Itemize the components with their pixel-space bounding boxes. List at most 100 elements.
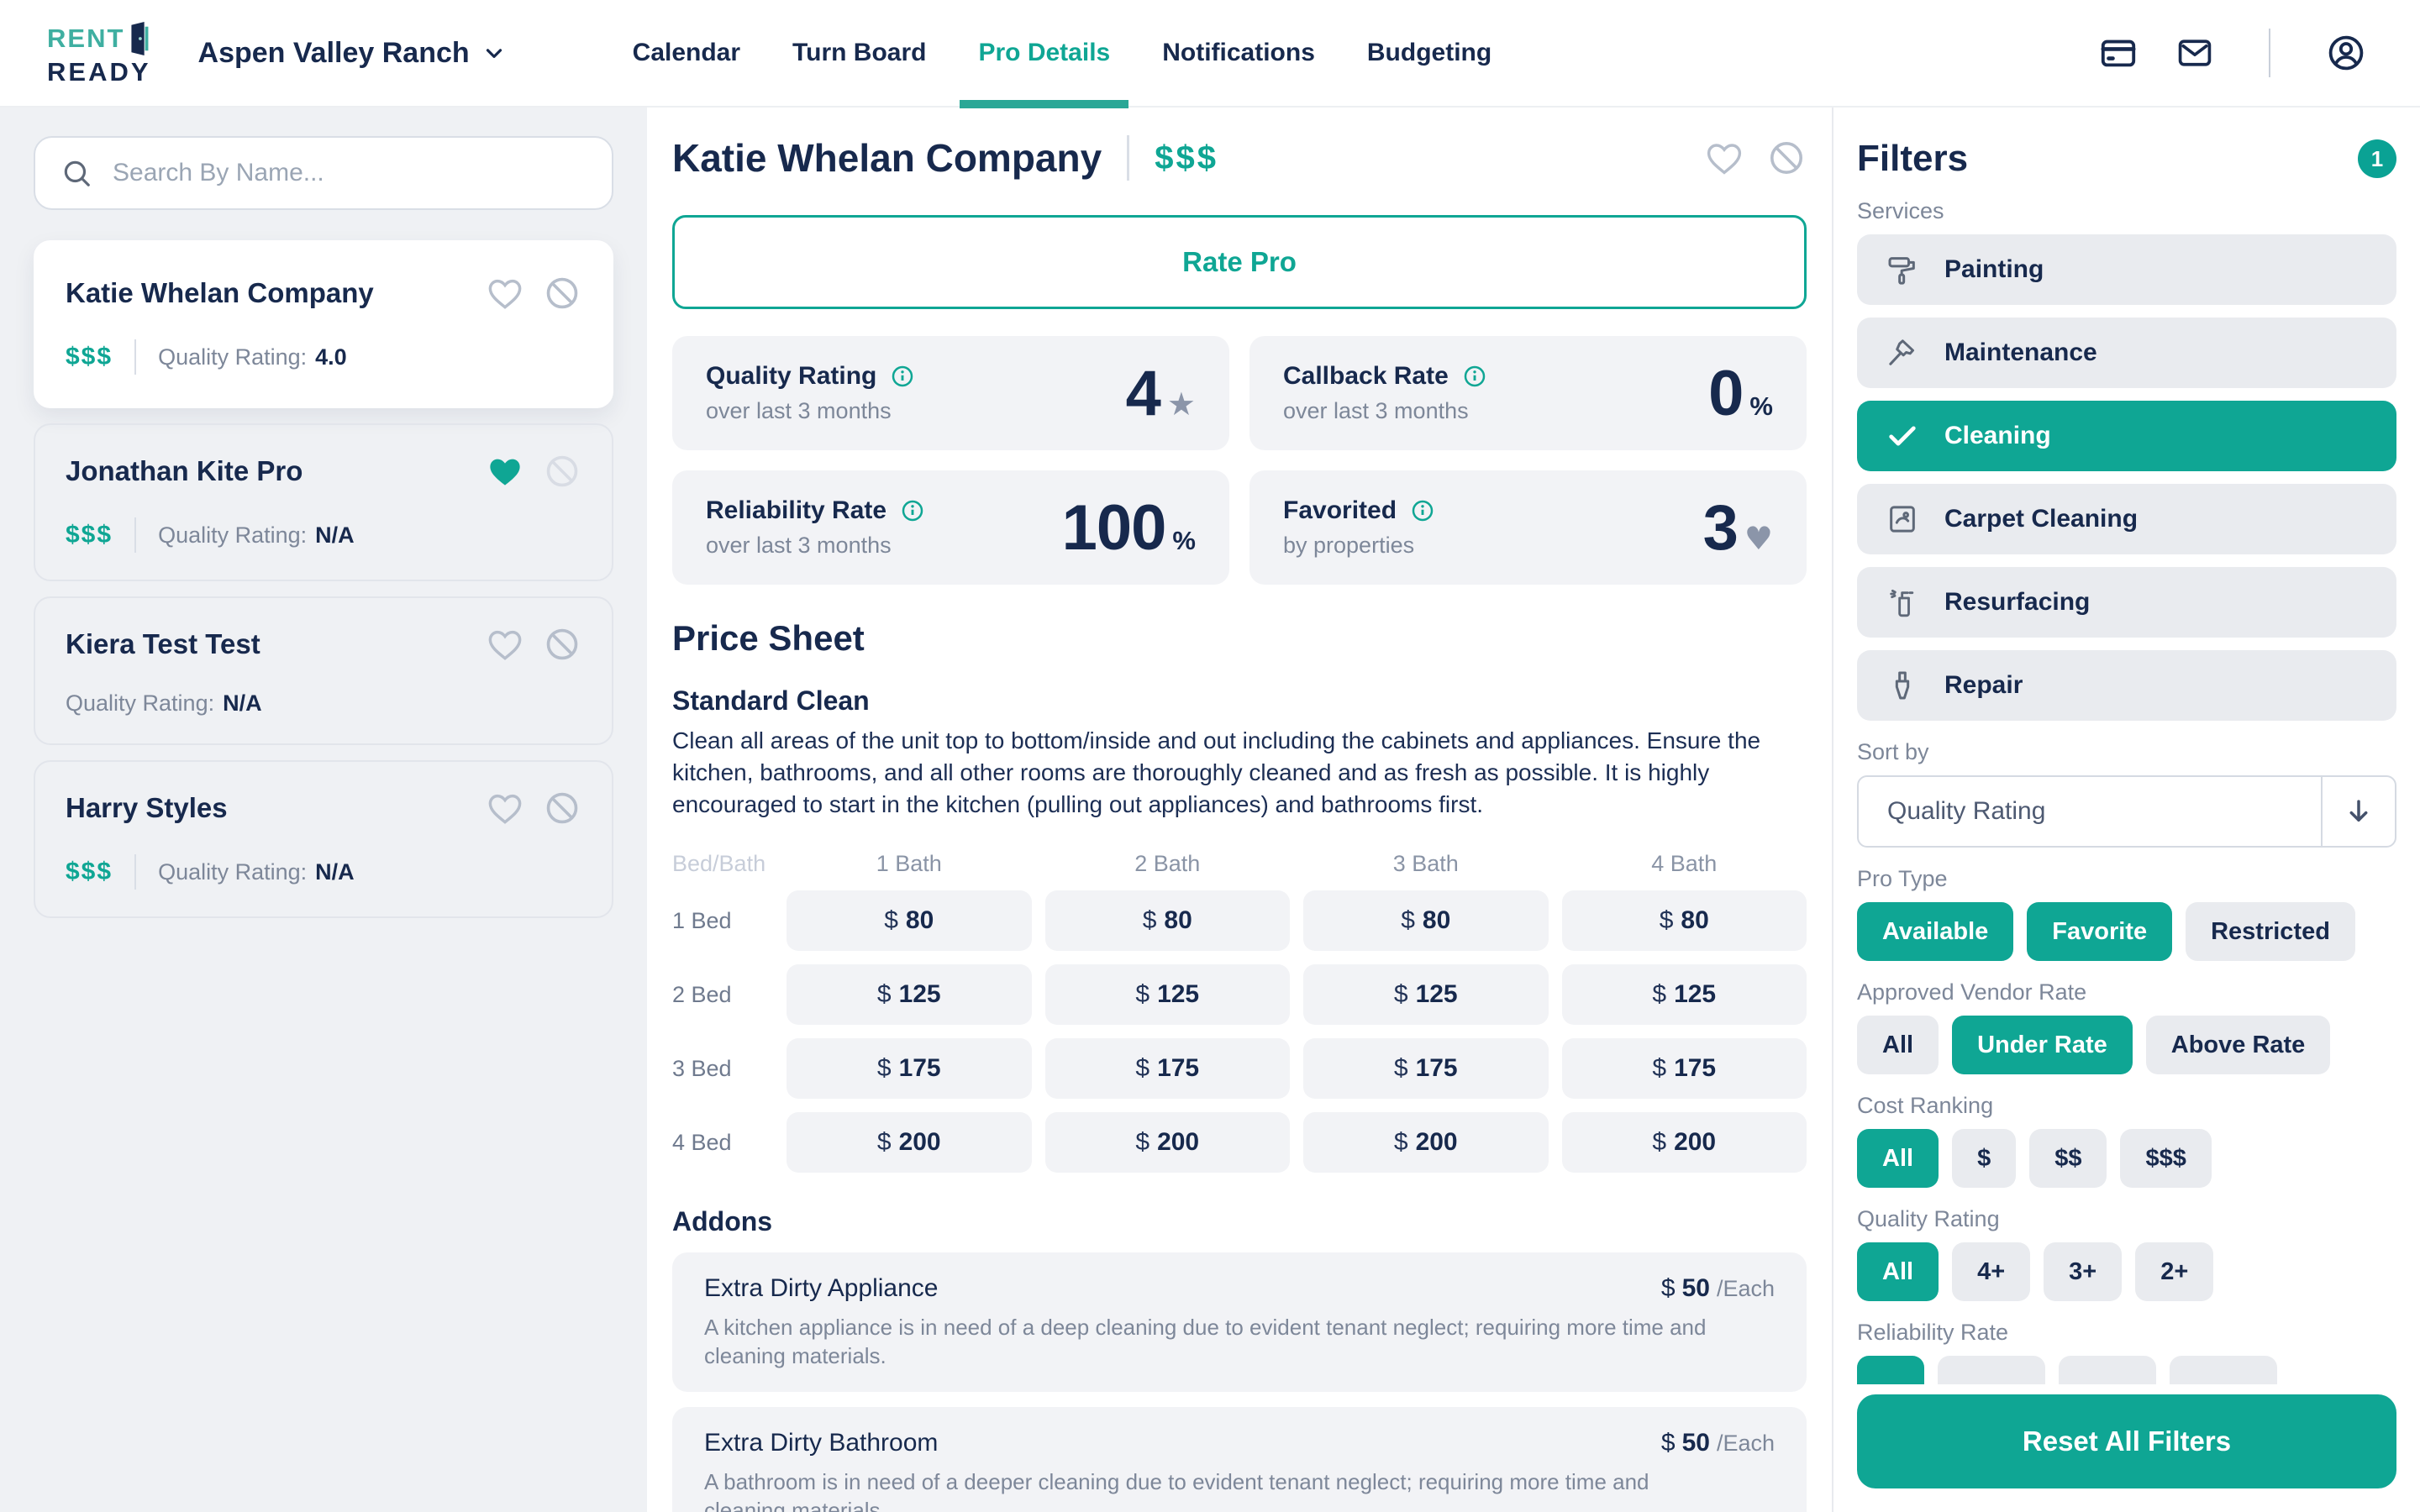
nav-tab-notifications[interactable]: Notifications: [1162, 39, 1315, 66]
currency: $: [884, 906, 898, 934]
door-icon: [128, 21, 150, 55]
mail-icon[interactable]: [2176, 34, 2213, 71]
price-cell: $200: [1561, 1112, 1807, 1173]
currency: $: [1135, 1054, 1150, 1082]
info-icon[interactable]: [900, 498, 925, 523]
cost-ranking-1[interactable]: $: [1952, 1129, 2017, 1188]
price-value: 175: [1674, 1054, 1717, 1082]
pro-card-katie-whelan[interactable]: Katie Whelan Company $$$ Quality Rating:…: [34, 240, 613, 408]
cost-ranking: $$$: [66, 858, 113, 885]
pro-type-restricted[interactable]: Restricted: [2186, 902, 2355, 961]
cost-ranking-label: Cost Ranking: [1857, 1093, 1994, 1118]
price-table: Bed/Bath 1 Bath 2 Bath 3 Bath 4 Bath 1 B…: [672, 851, 1807, 1173]
service-filter-resurfacing[interactable]: Resurfacing: [1857, 567, 2396, 638]
service-filter-repair[interactable]: Repair: [1857, 650, 2396, 721]
reliability-rate-filter-label: Reliability Rate: [1857, 1320, 2009, 1345]
filters-heading: Filters: [1857, 138, 1969, 179]
quality-rating-value: N/A: [315, 858, 355, 885]
stat-card-reliability-rate: Reliability Rate over last 3 months 100 …: [672, 470, 1229, 585]
reliability-rate-option[interactable]: [2170, 1356, 2277, 1384]
block-icon[interactable]: [543, 625, 581, 664]
sort-direction-arrow-icon[interactable]: [2321, 777, 2395, 846]
pro-card-harry-styles[interactable]: Harry Styles $$$ Quality Rating: N/A: [34, 760, 613, 918]
addon-extra-dirty-bathroom: Extra Dirty Bathroom $ 50 /Each A bathro…: [672, 1407, 1807, 1512]
block-icon[interactable]: [1766, 138, 1807, 178]
vendor-rate-above[interactable]: Above Rate: [2145, 1016, 2331, 1074]
service-filter-carpet-cleaning[interactable]: Carpet Cleaning: [1857, 484, 2396, 554]
vendor-rate-under[interactable]: Under Rate: [1952, 1016, 2133, 1074]
reset-all-filters-button[interactable]: Reset All Filters: [1857, 1394, 2396, 1488]
quality-rating-all[interactable]: All: [1857, 1242, 1939, 1301]
favorite-heart-icon-filled[interactable]: [486, 452, 524, 491]
pro-type-favorite[interactable]: Favorite: [2027, 902, 2173, 961]
info-icon[interactable]: [890, 364, 915, 389]
search-input[interactable]: [113, 159, 587, 187]
service-description: Clean all areas of the unit top to botto…: [672, 727, 1761, 817]
price-cell: $80: [1044, 890, 1290, 951]
quality-rating-value: 4.0: [315, 344, 347, 370]
nav-tab-calendar[interactable]: Calendar: [632, 39, 741, 66]
service-filter-maintenance[interactable]: Maintenance: [1857, 318, 2396, 388]
account-icon[interactable]: [2326, 33, 2366, 73]
sort-select[interactable]: Quality Rating: [1857, 775, 2396, 848]
quality-rating-value: N/A: [315, 522, 355, 548]
service-filter-cleaning[interactable]: Cleaning: [1857, 401, 2396, 471]
billing-card-icon[interactable]: [2099, 34, 2138, 72]
addon-name: Extra Dirty Appliance: [704, 1274, 939, 1302]
block-icon[interactable]: [543, 274, 581, 312]
favorite-heart-icon[interactable]: [486, 789, 524, 827]
header-divider: [2269, 29, 2270, 77]
pro-name: Jonathan Kite Pro: [66, 455, 303, 486]
quality-rating-value: N/A: [223, 690, 262, 716]
cost-ranking-3[interactable]: $$$: [2120, 1129, 2212, 1188]
filters-sidebar: Filters 1 Services Painting Maintenance …: [1832, 108, 2420, 1512]
favorite-heart-icon[interactable]: [1704, 138, 1744, 178]
meta-divider: [134, 854, 137, 890]
vendor-rate-all[interactable]: All: [1857, 1016, 1939, 1074]
meta-divider: [134, 517, 137, 553]
quality-rating-2plus[interactable]: 2+: [2135, 1242, 2214, 1301]
sort-by-label: Sort by: [1857, 739, 1929, 764]
nav-tab-pro-details[interactable]: Pro Details: [960, 0, 1128, 108]
block-icon[interactable]: [543, 789, 581, 827]
header-actions: [2099, 29, 2366, 77]
price-value: 80: [1164, 906, 1192, 934]
favorite-heart-icon[interactable]: [486, 274, 524, 312]
cost-ranking-2[interactable]: $$: [2029, 1129, 2107, 1188]
addon-description: A bathroom is in need of a deeper cleani…: [704, 1469, 1649, 1512]
currency: $: [876, 980, 892, 1008]
block-icon[interactable]: [543, 452, 581, 491]
quality-rating-3plus[interactable]: 3+: [2044, 1242, 2123, 1301]
star-icon: ★: [1166, 385, 1196, 423]
pro-card-kiera-test[interactable]: Kiera Test Test Quality Rating: N/A: [34, 596, 613, 745]
quality-rating-label: Quality Rating:: [158, 858, 308, 885]
pro-name: Katie Whelan Company: [66, 277, 374, 308]
reliability-rate-option[interactable]: [1857, 1356, 1924, 1384]
quality-rating-4plus[interactable]: 4+: [1952, 1242, 2031, 1301]
quality-rating-label: Quality Rating:: [66, 690, 215, 716]
favorite-heart-icon[interactable]: [486, 625, 524, 664]
pro-type-available[interactable]: Available: [1857, 902, 2014, 961]
cost-ranking-all[interactable]: All: [1857, 1129, 1939, 1188]
nav-tab-turn-board[interactable]: Turn Board: [792, 39, 927, 66]
service-filter-painting[interactable]: Painting: [1857, 234, 2396, 305]
title-divider: [1127, 135, 1130, 181]
pro-card-jonathan-kite[interactable]: Jonathan Kite Pro $$$ Quality Rating: N/…: [34, 423, 613, 581]
chevron-down-icon: [481, 40, 507, 66]
stat-sublabel: by properties: [1283, 533, 1415, 558]
info-icon[interactable]: [1462, 364, 1487, 389]
nav-tab-budgeting[interactable]: Budgeting: [1366, 39, 1492, 66]
hammer-icon: [1886, 336, 1919, 370]
currency: $: [1660, 1274, 1676, 1302]
reliability-rate-option[interactable]: [2059, 1356, 2156, 1384]
property-selector[interactable]: Aspen Valley Ranch: [198, 37, 507, 70]
price-cell: $125: [1561, 964, 1807, 1025]
price-cell: $125: [786, 964, 1032, 1025]
quality-rating-filter-label: Quality Rating: [1857, 1206, 2000, 1231]
info-icon[interactable]: [1410, 498, 1435, 523]
reliability-rate-option[interactable]: [1938, 1356, 2045, 1384]
price-cell: $175: [1044, 1038, 1290, 1099]
price-cell: $200: [786, 1112, 1032, 1173]
rate-pro-button[interactable]: Rate Pro: [672, 215, 1807, 309]
stat-value: 0: [1708, 357, 1744, 429]
